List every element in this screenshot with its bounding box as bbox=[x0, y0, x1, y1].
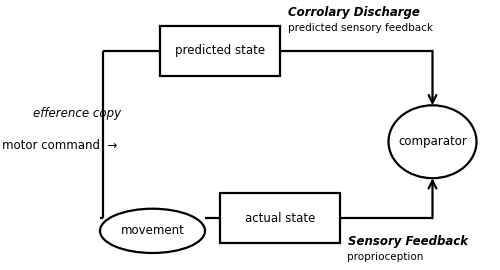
FancyBboxPatch shape bbox=[220, 193, 340, 243]
Text: Sensory Feedback: Sensory Feedback bbox=[348, 235, 468, 248]
Ellipse shape bbox=[100, 209, 205, 253]
Text: proprioception: proprioception bbox=[348, 252, 424, 262]
Text: predicted state: predicted state bbox=[175, 44, 265, 57]
Text: movement: movement bbox=[120, 224, 184, 237]
FancyBboxPatch shape bbox=[160, 26, 280, 76]
Text: efference copy: efference copy bbox=[34, 107, 122, 120]
Text: Corrolary Discharge: Corrolary Discharge bbox=[288, 6, 420, 19]
Text: predicted sensory feedback: predicted sensory feedback bbox=[288, 23, 432, 33]
Text: motor command  →: motor command → bbox=[2, 139, 118, 152]
Text: comparator: comparator bbox=[398, 135, 467, 148]
Ellipse shape bbox=[388, 105, 476, 178]
Text: actual state: actual state bbox=[245, 211, 315, 225]
